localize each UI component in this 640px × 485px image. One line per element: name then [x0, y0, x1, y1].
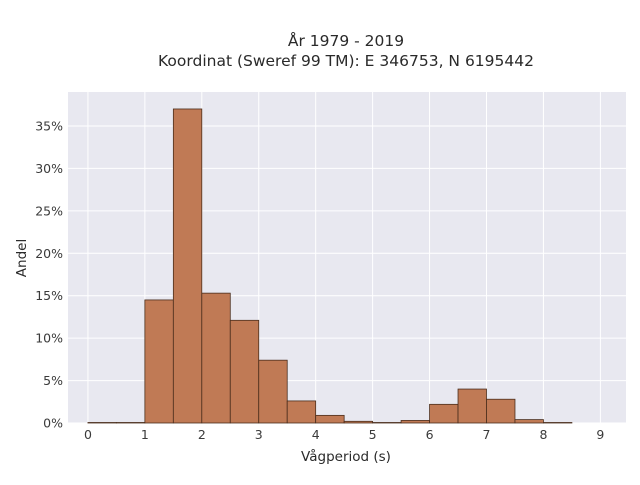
x-axis-ticks: 0 1 2 3 4 5 6 7 8 9 — [84, 427, 604, 442]
x-tick-label: 2 — [198, 427, 206, 442]
y-tick-label: 35% — [35, 118, 63, 133]
x-tick-label: 5 — [369, 427, 377, 442]
histogram-bar — [429, 403, 459, 424]
y-tick-label: 30% — [35, 161, 63, 176]
histogram-bar — [115, 422, 146, 424]
histogram-bar — [286, 400, 317, 424]
x-tick-label: 8 — [539, 427, 547, 442]
y-tick-label: 10% — [35, 331, 63, 346]
x-tick-label: 6 — [426, 427, 434, 442]
y-axis-title: Andel — [14, 239, 30, 277]
histogram-bar — [229, 319, 260, 424]
histogram-bar — [514, 419, 544, 424]
x-tick-label: 7 — [483, 427, 491, 442]
chart-title-line-2: Koordinat (Sweref 99 TM): E 346753, N 61… — [158, 52, 534, 70]
histogram-bar — [543, 422, 573, 424]
y-tick-label: 0% — [43, 416, 63, 431]
histogram-bar — [172, 108, 203, 424]
y-tick-label: 5% — [43, 373, 63, 388]
y-tick-label: 15% — [35, 288, 63, 303]
chart-title: År 1979 - 2019 Koordinat (Sweref 99 TM):… — [158, 31, 534, 70]
histogram-bar — [201, 292, 231, 424]
x-tick-label: 3 — [255, 427, 263, 442]
bars — [87, 108, 573, 424]
histogram-bar — [400, 420, 430, 424]
x-axis-title: Vågperiod (s) — [301, 448, 391, 465]
histogram-bar — [144, 299, 174, 424]
x-tick-label: 9 — [596, 427, 604, 442]
x-tick-label: 1 — [141, 427, 149, 442]
y-tick-label: 25% — [35, 203, 63, 218]
y-axis-ticks: 0% 5% 10% 15% 20% 25% 30% 35% — [35, 118, 63, 430]
histogram-bar — [315, 414, 345, 424]
histogram-bar — [343, 420, 374, 424]
histogram-bar — [486, 398, 516, 424]
histogram-bar — [258, 359, 288, 424]
histogram-bar — [372, 422, 402, 424]
histogram-bar — [87, 422, 117, 424]
x-tick-label: 0 — [84, 427, 92, 442]
y-tick-label: 20% — [35, 246, 63, 261]
x-tick-label: 4 — [312, 427, 320, 442]
histogram-bar — [457, 388, 487, 424]
chart-title-line-1: År 1979 - 2019 — [288, 31, 404, 50]
